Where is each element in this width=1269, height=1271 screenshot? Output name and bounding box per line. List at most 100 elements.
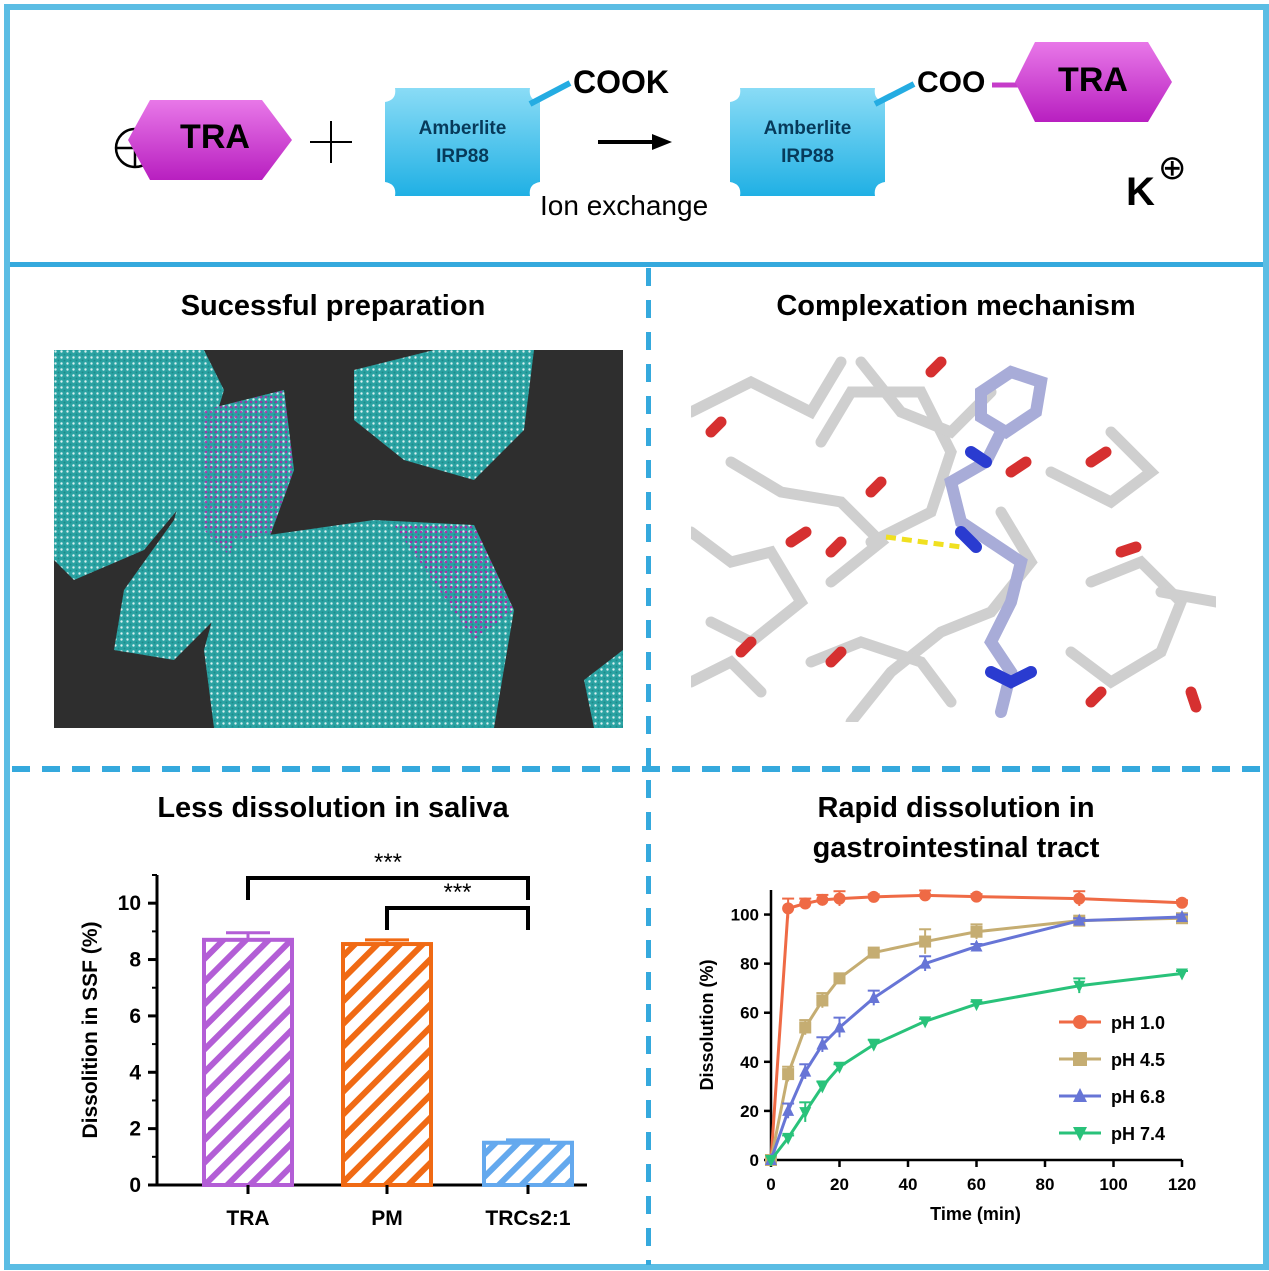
y-tick-label: 0 (750, 1151, 759, 1170)
plus-sign (310, 121, 352, 163)
legend-marker (1073, 1015, 1087, 1029)
significance-bracket (246, 876, 530, 900)
resin-linker-left (528, 80, 572, 107)
x-tick-label: TRCs2:1 (485, 1207, 571, 1230)
reaction-arrow (598, 134, 672, 150)
significance-bracket (385, 906, 530, 930)
bar (202, 937, 294, 1188)
y-tick-label: 80 (740, 955, 759, 974)
data-point (816, 893, 829, 906)
bar (341, 942, 433, 1187)
legend-label: pH 1.0 (1111, 1013, 1165, 1033)
horizontal-dashed-divider (12, 766, 1263, 772)
data-point (816, 1081, 829, 1094)
section-divider (10, 262, 1263, 267)
panel-title-gi-line2: gastrointestinal tract (812, 832, 1100, 864)
data-point (799, 1021, 812, 1034)
x-tick-label: 0 (766, 1175, 775, 1194)
resin-label-left-line1: Amberlite (418, 118, 507, 139)
data-point (970, 925, 983, 938)
drug-label-right: TRA (1058, 61, 1128, 99)
panel-title-mechanism: Complexation mechanism (776, 290, 1136, 322)
data-point (867, 1039, 880, 1052)
legend-marker (1073, 1088, 1087, 1102)
data-point (867, 991, 880, 1003)
scheme-graphics (114, 42, 1172, 196)
data-point (1073, 980, 1086, 993)
data-point (970, 939, 983, 952)
data-point (782, 902, 795, 915)
data-point (765, 1155, 777, 1167)
x-tick-label: 20 (830, 1175, 849, 1194)
drug-label-left: TRA (180, 118, 250, 156)
resin-block-left (385, 88, 540, 196)
resin-label-right-line1: Amberlite (763, 118, 852, 139)
data-point (799, 1064, 812, 1077)
y-tick-label: 100 (731, 906, 759, 925)
y-tick-label: 2 (129, 1118, 141, 1141)
docking-structure-image (691, 352, 1216, 722)
resin-label-left-line2: IRP88 (436, 146, 489, 167)
y-tick-label: 20 (740, 1102, 759, 1121)
series-line (769, 915, 1183, 1161)
y-axis-label: Dissolition in SSF (%) (79, 921, 102, 1138)
data-point (799, 1107, 812, 1120)
x-tick-label: 120 (1168, 1175, 1196, 1194)
data-point (1176, 968, 1188, 981)
data-point (970, 999, 983, 1012)
significance-label: *** (374, 849, 402, 876)
y-tick-label: 4 (129, 1061, 141, 1084)
counter-ion-label: K (1126, 170, 1155, 214)
x-tick-label: TRA (226, 1207, 269, 1230)
legend-label: pH 7.4 (1111, 1124, 1165, 1144)
gi-dissolution-line-chart: 0 20 40 60 80 100 0 20 40 60 80 100 120 Time (min) Dis… (697, 889, 1196, 1224)
series-pH68 (765, 910, 1188, 1165)
panel-title-saliva: Less dissolution in saliva (157, 792, 509, 824)
data-point (833, 972, 846, 985)
legend-marker (1073, 1127, 1087, 1141)
process-label: Ion exchange (540, 190, 709, 221)
data-point (782, 1068, 795, 1081)
data-point (816, 1037, 829, 1050)
y-tick-label: 6 (129, 1005, 141, 1028)
data-point (970, 890, 983, 903)
data-point (867, 946, 880, 959)
data-point (919, 889, 932, 902)
data-point (1176, 910, 1188, 922)
y-tick-label: 40 (740, 1053, 759, 1072)
y-tick-label: 8 (129, 949, 141, 972)
product-group-label: COO (917, 66, 986, 99)
data-point (1176, 896, 1188, 909)
data-point (833, 892, 846, 905)
y-tick-label: 0 (129, 1174, 141, 1197)
legend-marker (1073, 1052, 1087, 1066)
drug-hexagon-left (128, 100, 292, 180)
panel-title-preparation: Sucessful preparation (180, 290, 486, 322)
resin-label-right-line2: IRP88 (781, 146, 834, 167)
data-point (782, 1132, 795, 1145)
resin-group-label: COOK (573, 64, 669, 100)
series-line (769, 971, 1183, 1161)
x-tick-label: 100 (1099, 1175, 1127, 1194)
y-tick-label: 10 (118, 892, 141, 915)
x-tick-label: 60 (967, 1175, 986, 1194)
data-point (833, 1020, 846, 1033)
data-point (816, 994, 829, 1007)
x-tick-label: 80 (1036, 1175, 1055, 1194)
y-tick-label: 60 (740, 1004, 759, 1023)
legend-label: pH 6.8 (1111, 1087, 1165, 1107)
bar (482, 1140, 574, 1187)
significance-label: *** (443, 879, 471, 906)
resin-linker-right (873, 81, 916, 107)
data-point (1073, 913, 1086, 926)
series-line (769, 916, 1183, 1161)
x-tick-label: PM (371, 1207, 403, 1230)
x-tick-label: 40 (899, 1175, 918, 1194)
x-axis-label: Time (min) (930, 1204, 1021, 1224)
saliva-bar-chart: 0 2 4 6 8 10 Dissolition in SSF (%) TRA PM TRCs2:… (79, 849, 587, 1230)
data-point (833, 1061, 846, 1074)
series-pH74 (765, 968, 1188, 1167)
sem-mapping-image (54, 350, 623, 728)
data-point (919, 1016, 932, 1029)
data-point (919, 935, 932, 948)
